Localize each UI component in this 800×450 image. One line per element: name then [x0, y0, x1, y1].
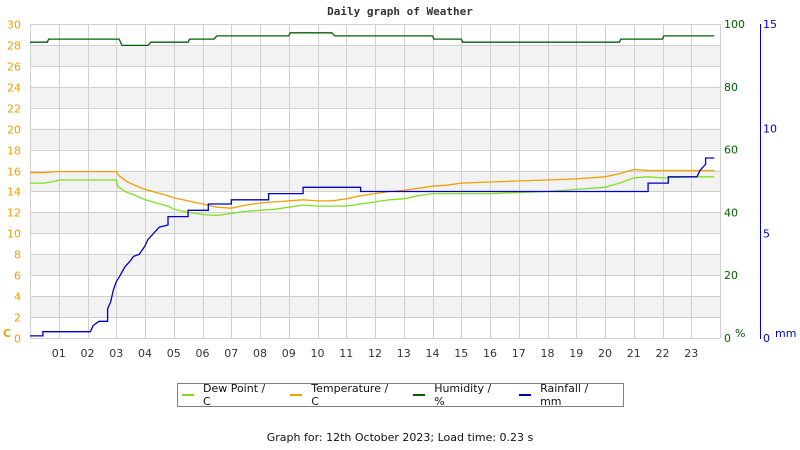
- humidity-axis-unit: %: [735, 327, 745, 340]
- x-axis-tick: 02: [81, 347, 95, 360]
- x-axis-tick: 11: [339, 347, 353, 360]
- legend-label: Humidity / %: [434, 382, 492, 408]
- dew-point-swatch-icon: [182, 394, 194, 396]
- rain-axis-unit: mm: [775, 327, 796, 340]
- legend-label: Dew Point / C: [202, 382, 266, 408]
- humidity-axis-tick: 40: [724, 206, 738, 219]
- left-axis-tick: 6: [14, 270, 21, 283]
- x-axis-tick: 08: [253, 347, 267, 360]
- x-axis-tick: 23: [684, 347, 698, 360]
- left-axis-tick: 26: [7, 61, 21, 74]
- x-axis-tick: 17: [512, 347, 526, 360]
- temperature-swatch-icon: [290, 394, 303, 396]
- rainfall-swatch-icon: [519, 394, 532, 396]
- x-axis-tick: 01: [52, 347, 66, 360]
- x-axis-tick: 19: [569, 347, 583, 360]
- left-axis-unit: C: [3, 327, 11, 340]
- x-axis-tick: 15: [454, 347, 468, 360]
- legend-item-dew-point: Dew Point / C: [182, 382, 276, 408]
- chart-legend: Dew Point / C Temperature / C Humidity /…: [177, 382, 624, 408]
- left-axis-tick: 10: [7, 228, 21, 241]
- legend-label: Rainfall / mm: [540, 382, 589, 408]
- left-axis-tick: 14: [7, 186, 21, 199]
- series-humidity: [30, 32, 715, 47]
- x-axis-tick: 05: [167, 347, 181, 360]
- graph-footer: Graph for: 12th October 2023; Load time:…: [266, 431, 534, 444]
- x-axis-tick: 22: [656, 347, 670, 360]
- grid-lines: [30, 24, 721, 339]
- x-axis-tick: 03: [109, 347, 123, 360]
- rain-axis-tick: 5: [763, 227, 770, 240]
- left-axis-tick: 8: [14, 249, 21, 262]
- x-axis-tick: 21: [627, 347, 641, 360]
- left-axis-tick: 16: [7, 166, 21, 179]
- x-axis-tick: 07: [224, 347, 238, 360]
- rain-axis-tick: 0: [763, 332, 770, 345]
- humidity-axis-tick: 100: [724, 18, 745, 31]
- x-axis-tick: 14: [426, 347, 440, 360]
- left-axis-tick: 30: [7, 19, 21, 32]
- x-axis-tick: 06: [196, 347, 210, 360]
- x-axis-tick: 04: [138, 347, 152, 360]
- left-axis-tick: 2: [14, 312, 21, 325]
- left-axis-tick: 18: [7, 145, 21, 158]
- humidity-swatch-icon: [413, 394, 426, 396]
- rain-axis-tick: 15: [763, 18, 777, 31]
- x-axis-tick: 20: [598, 347, 612, 360]
- left-axis-tick: 24: [7, 82, 21, 95]
- legend-item-temperature: Temperature / C: [290, 382, 399, 408]
- left-axis-tick: 0: [14, 333, 21, 346]
- left-axis-tick: 12: [7, 207, 21, 220]
- humidity-axis-tick: 20: [724, 269, 738, 282]
- x-axis-tick: 09: [282, 347, 296, 360]
- legend-item-rainfall: Rainfall / mm: [519, 382, 613, 408]
- chart-title: Daily graph of Weather: [327, 5, 473, 18]
- x-axis-tick: 13: [397, 347, 411, 360]
- left-axis-tick: 28: [7, 40, 21, 53]
- x-axis-tick: 18: [541, 347, 555, 360]
- legend-label: Temperature / C: [311, 382, 389, 408]
- humidity-axis-tick: 80: [724, 81, 738, 94]
- x-axis-tick: 16: [483, 347, 497, 360]
- humidity-axis-tick: 0: [724, 332, 731, 345]
- legend-item-humidity: Humidity / %: [413, 382, 505, 408]
- series-temperature: [30, 168, 715, 209]
- x-axis-tick: 10: [311, 347, 325, 360]
- rain-axis-tick: 10: [763, 123, 777, 136]
- x-axis-tick: 12: [368, 347, 382, 360]
- left-axis-tick: 20: [7, 124, 21, 137]
- humidity-axis-tick: 60: [724, 144, 738, 157]
- series-rainfall: [30, 157, 715, 337]
- series-dew-point: [30, 176, 715, 217]
- left-axis-tick: 4: [14, 291, 21, 304]
- series-lines: [30, 32, 715, 337]
- left-axis-tick: 22: [7, 103, 21, 116]
